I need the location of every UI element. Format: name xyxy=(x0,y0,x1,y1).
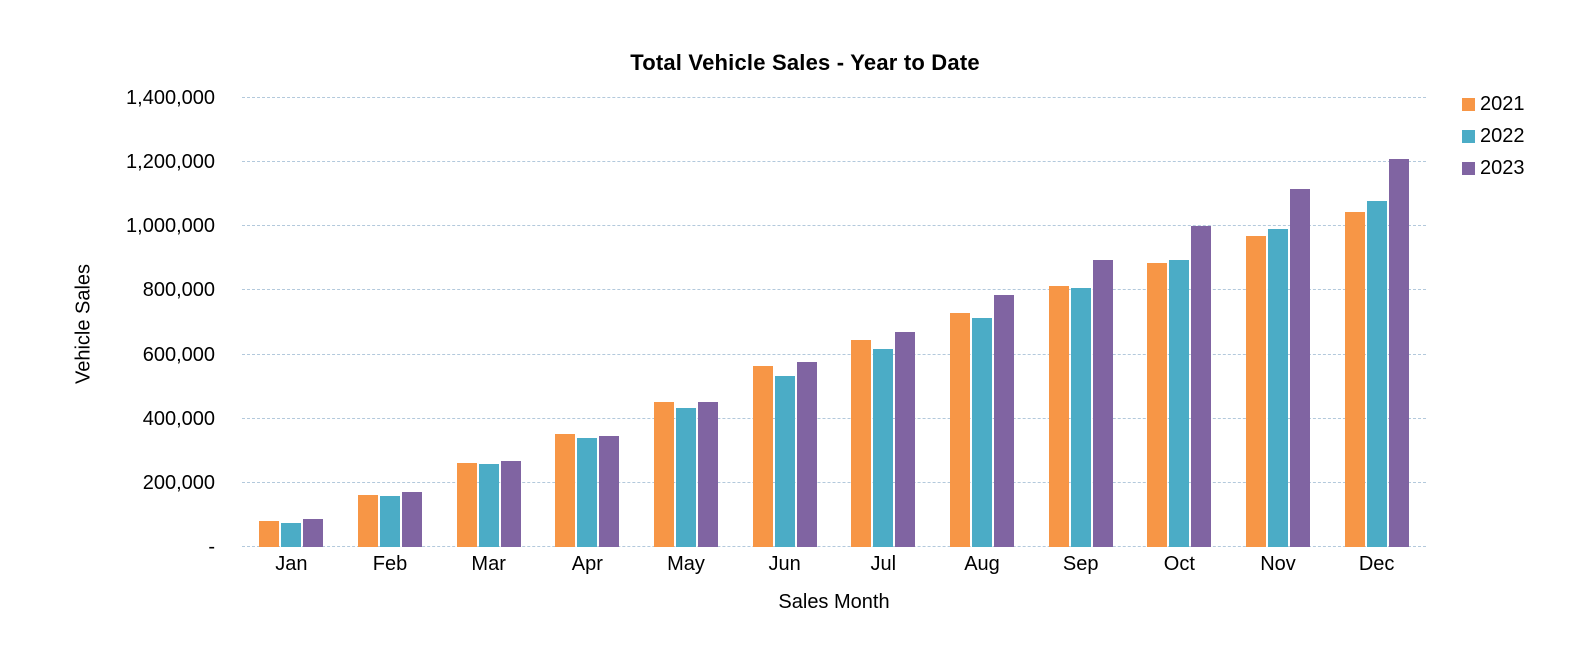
bar-group-sep xyxy=(1031,98,1130,547)
bar-group-aug xyxy=(933,98,1032,547)
bar-2023-jul xyxy=(895,331,916,547)
plot-area xyxy=(242,97,1426,547)
bar-group-nov xyxy=(1229,98,1328,547)
legend-label: 2021 xyxy=(1480,93,1525,115)
y-tick-label: 600,000 xyxy=(142,343,215,366)
bar-2022-jan xyxy=(281,522,302,547)
x-tick-label-mar: Mar xyxy=(471,553,506,575)
chart-title: Total Vehicle Sales - Year to Date xyxy=(630,50,980,75)
legend-swatch-icon xyxy=(1462,130,1475,143)
bar-group-jun xyxy=(735,98,834,547)
bar-group-mar xyxy=(439,98,538,547)
bar-2022-apr xyxy=(577,438,598,547)
x-tick-label-jun: Jun xyxy=(768,553,801,575)
bar-2022-nov xyxy=(1268,229,1289,547)
x-tick-label-jan: Jan xyxy=(275,553,308,575)
bar-2021-jun xyxy=(752,366,773,547)
bar-group-jan xyxy=(242,98,341,547)
x-tick-label-nov: Nov xyxy=(1260,553,1296,575)
bar-2021-dec xyxy=(1344,211,1365,547)
bar-2023-apr xyxy=(599,436,620,547)
legend-item-2023: 2023 xyxy=(1462,157,1525,180)
legend-swatch-icon xyxy=(1462,162,1475,175)
gridline xyxy=(242,481,1426,483)
bar-2023-jun xyxy=(796,361,817,547)
legend-label: 2022 xyxy=(1480,125,1525,147)
bar-2022-aug xyxy=(972,318,993,547)
bar-2021-may xyxy=(654,401,675,547)
bar-2021-nov xyxy=(1246,236,1267,547)
y-tick-label: 400,000 xyxy=(142,407,215,430)
legend-swatch-icon xyxy=(1462,98,1475,111)
bar-2021-sep xyxy=(1048,285,1069,547)
x-tick-label-may: May xyxy=(667,553,705,575)
bar-2021-jul xyxy=(851,340,872,547)
bar-2022-jul xyxy=(873,349,894,547)
bar-2023-mar xyxy=(500,461,521,547)
chart-legend: 2021 2022 2023 xyxy=(1462,93,1525,180)
x-tick-label-oct: Oct xyxy=(1163,553,1195,575)
bar-2021-apr xyxy=(555,434,576,547)
gridline xyxy=(242,417,1426,419)
bar-2022-oct xyxy=(1169,259,1190,547)
bar-group-oct xyxy=(1130,98,1229,547)
bar-2023-may xyxy=(698,402,719,547)
gridline xyxy=(242,289,1426,291)
bar-2021-jan xyxy=(259,521,280,547)
x-tick-label-feb: Feb xyxy=(372,553,408,575)
x-axis-title: Sales Month xyxy=(778,591,890,613)
gridline xyxy=(242,97,1426,98)
bar-2022-feb xyxy=(380,496,400,547)
bar-2022-may xyxy=(676,407,697,547)
y-tick-label: 200,000 xyxy=(142,471,215,494)
y-tick-label: 1,200,000 xyxy=(126,151,215,174)
x-tick-label-apr: Apr xyxy=(571,553,603,575)
legend-item-2022: 2022 xyxy=(1462,125,1525,148)
bar-2022-mar xyxy=(478,463,499,547)
x-tick-label-jul: Jul xyxy=(870,553,897,575)
bar-2023-dec xyxy=(1388,158,1409,547)
bar-group-jul xyxy=(834,98,933,547)
bar-2023-jan xyxy=(303,519,324,547)
bar-2023-oct xyxy=(1191,225,1212,547)
bar-group-feb xyxy=(341,98,440,547)
bar-group-may xyxy=(637,98,736,547)
gridline xyxy=(242,161,1426,163)
bar-2022-dec xyxy=(1366,201,1387,547)
bar-2023-feb xyxy=(402,492,422,547)
gridline xyxy=(242,353,1426,355)
bar-group-dec xyxy=(1327,98,1426,547)
legend-item-2021: 2021 xyxy=(1462,93,1525,116)
bar-2023-sep xyxy=(1092,259,1113,547)
bar-group-apr xyxy=(538,98,637,547)
bar-2021-aug xyxy=(950,312,971,547)
gridline xyxy=(242,225,1426,227)
y-tick-label: - xyxy=(208,536,215,558)
bar-groups-container xyxy=(242,98,1426,547)
x-tick-label-dec: Dec xyxy=(1358,553,1395,575)
bar-2022-jun xyxy=(774,375,795,547)
y-axis-title: Vehicle Sales xyxy=(72,263,95,385)
bar-2023-nov xyxy=(1290,189,1311,547)
y-tick-label: 1,400,000 xyxy=(126,87,215,109)
x-tick-label-aug: Aug xyxy=(964,553,1000,575)
x-axis-baseline xyxy=(242,546,1426,547)
legend-label: 2023 xyxy=(1480,157,1525,179)
bar-2021-mar xyxy=(456,463,477,547)
y-tick-label: 1,000,000 xyxy=(126,215,215,238)
bar-2021-oct xyxy=(1147,262,1168,547)
y-tick-label: 800,000 xyxy=(142,279,215,302)
x-tick-label-sep: Sep xyxy=(1062,553,1099,575)
bar-2021-feb xyxy=(358,495,378,547)
bar-2023-aug xyxy=(994,295,1015,547)
bar-2022-sep xyxy=(1070,287,1091,547)
